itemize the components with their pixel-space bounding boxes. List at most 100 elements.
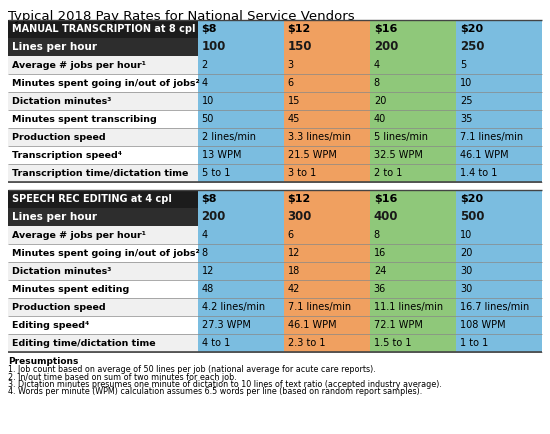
Bar (8, 56, 197, 74)
Text: 200: 200 (201, 210, 226, 224)
Text: 20: 20 (374, 96, 386, 106)
Text: 200: 200 (374, 40, 398, 53)
Bar (197, 208, 284, 226)
Text: Production speed: Production speed (12, 132, 106, 141)
Text: 6: 6 (288, 230, 294, 240)
Text: $16: $16 (374, 194, 397, 204)
Bar (284, 226, 370, 244)
Bar (8, 20, 197, 38)
Text: Presumptions: Presumptions (8, 357, 78, 366)
Bar (197, 38, 284, 56)
Bar (197, 20, 284, 38)
Bar (8, 128, 197, 146)
Bar (284, 92, 370, 110)
Bar (456, 334, 542, 352)
Bar (197, 226, 284, 244)
Text: 1. Job count based on average of 50 lines per job (national average for acute ca: 1. Job count based on average of 50 line… (8, 365, 376, 374)
Bar (197, 244, 284, 262)
Bar (284, 190, 370, 208)
Bar (8, 38, 197, 56)
Bar (197, 92, 284, 110)
Text: 8: 8 (201, 248, 208, 258)
Text: 3. Dictation minutes presumes one minute of dictation to 10 lines of text ratio : 3. Dictation minutes presumes one minute… (8, 380, 442, 389)
Bar (8, 110, 197, 128)
Bar (370, 334, 456, 352)
Text: 45: 45 (288, 114, 300, 124)
Bar (370, 316, 456, 334)
Text: 2 to 1: 2 to 1 (374, 168, 402, 178)
Text: Editing speed⁴: Editing speed⁴ (12, 320, 89, 329)
Text: 2: 2 (201, 60, 208, 70)
Text: Dictation minutes³: Dictation minutes³ (12, 266, 111, 276)
Text: Average # jobs per hour¹: Average # jobs per hour¹ (12, 230, 146, 240)
Bar (456, 110, 542, 128)
Text: $8: $8 (201, 24, 217, 34)
Text: Minutes spent going in/out of jobs²: Minutes spent going in/out of jobs² (12, 79, 200, 88)
Bar (284, 110, 370, 128)
Bar (370, 92, 456, 110)
Bar (284, 146, 370, 164)
Text: Dictation minutes³: Dictation minutes³ (12, 96, 111, 105)
Text: 2 lines/min: 2 lines/min (201, 132, 256, 142)
Text: 400: 400 (374, 210, 398, 224)
Bar (8, 334, 197, 352)
Bar (456, 146, 542, 164)
Text: 8: 8 (374, 78, 380, 88)
Text: 5 to 1: 5 to 1 (201, 168, 230, 178)
Text: 6: 6 (288, 78, 294, 88)
Bar (370, 56, 456, 74)
Text: Typical 2018 Pay Rates for National Service Vendors: Typical 2018 Pay Rates for National Serv… (8, 10, 355, 23)
Text: 108 WPM: 108 WPM (460, 320, 505, 330)
Text: Minutes spent going in/out of jobs²: Minutes spent going in/out of jobs² (12, 249, 200, 257)
Text: $16: $16 (374, 24, 397, 34)
Bar (197, 164, 284, 182)
Bar (284, 38, 370, 56)
Text: 150: 150 (288, 40, 312, 53)
Text: 4: 4 (201, 230, 208, 240)
Text: 21.5 WPM: 21.5 WPM (288, 150, 337, 160)
Bar (456, 298, 542, 316)
Text: 24: 24 (374, 266, 386, 276)
Text: 18: 18 (288, 266, 300, 276)
Text: 16.7 lines/min: 16.7 lines/min (460, 302, 529, 312)
Text: 3 to 1: 3 to 1 (288, 168, 316, 178)
Text: 250: 250 (460, 40, 485, 53)
Bar (456, 20, 542, 38)
Text: 30: 30 (460, 266, 472, 276)
Text: 4.2 lines/min: 4.2 lines/min (201, 302, 265, 312)
Bar (8, 92, 197, 110)
Bar (370, 298, 456, 316)
Bar (456, 164, 542, 182)
Text: 5: 5 (460, 60, 466, 70)
Text: 42: 42 (288, 284, 300, 294)
Bar (8, 262, 197, 280)
Bar (370, 208, 456, 226)
Bar (456, 92, 542, 110)
Bar (8, 208, 197, 226)
Text: 1 to 1: 1 to 1 (460, 338, 488, 348)
Bar (456, 38, 542, 56)
Text: Lines per hour: Lines per hour (12, 42, 97, 52)
Text: 4: 4 (374, 60, 380, 70)
Text: Transcription speed⁴: Transcription speed⁴ (12, 151, 122, 160)
Bar (456, 262, 542, 280)
Text: $20: $20 (460, 194, 483, 204)
Bar (284, 280, 370, 298)
Text: 27.3 WPM: 27.3 WPM (201, 320, 250, 330)
Text: 7.1 lines/min: 7.1 lines/min (288, 302, 351, 312)
Bar (370, 190, 456, 208)
Text: 5 lines/min: 5 lines/min (374, 132, 428, 142)
Text: Transcription time/dictation time: Transcription time/dictation time (12, 168, 188, 178)
Bar (370, 146, 456, 164)
Text: 100: 100 (201, 40, 226, 53)
Text: 40: 40 (374, 114, 386, 124)
Bar (197, 146, 284, 164)
Bar (197, 298, 284, 316)
Text: 10: 10 (460, 230, 472, 240)
Bar (370, 110, 456, 128)
Bar (456, 316, 542, 334)
Text: 72.1 WPM: 72.1 WPM (374, 320, 422, 330)
Bar (284, 208, 370, 226)
Bar (370, 74, 456, 92)
Text: Average # jobs per hour¹: Average # jobs per hour¹ (12, 60, 146, 69)
